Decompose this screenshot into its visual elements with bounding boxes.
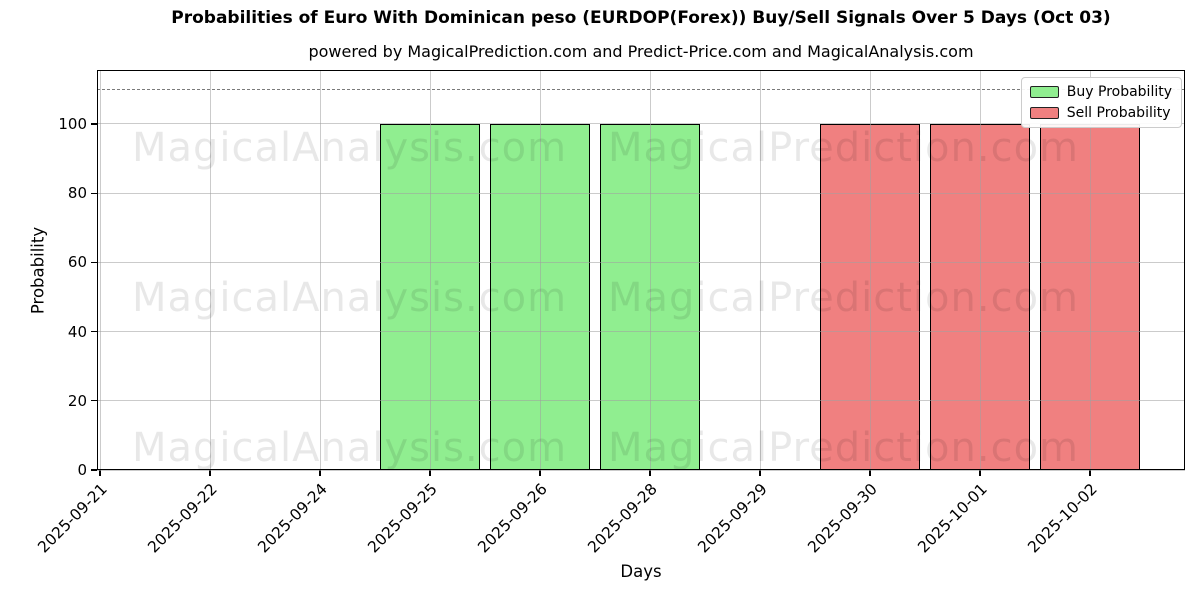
legend: Buy Probability Sell Probability <box>1020 77 1182 128</box>
gridline-x-2025-09-28 <box>649 70 651 470</box>
x-tick-mark-2025-10-01 <box>979 470 981 476</box>
x-tick-label-2025-09-24: 2025-09-24 <box>254 480 331 557</box>
gridline-y-60 <box>97 261 1185 263</box>
watermark-text: MagicalAnalysis.com <box>132 425 568 471</box>
gridline-x-2025-09-29 <box>759 70 761 470</box>
y-tick-label-20: 20 <box>67 391 87 410</box>
x-tick-label-2025-09-21: 2025-09-21 <box>34 480 111 557</box>
legend-item-sell: Sell Probability <box>1029 105 1172 121</box>
legend-label-sell: Sell Probability <box>1066 105 1171 121</box>
watermark-text: MagicalPrediction.com <box>608 425 1079 471</box>
y-tick-mark-80 <box>91 192 97 194</box>
y-tick-label-60: 60 <box>67 253 87 272</box>
gridline-x-2025-09-22 <box>209 70 211 470</box>
x-tick-label-2025-09-29: 2025-09-29 <box>694 480 771 557</box>
gridline-y-0 <box>97 469 1185 471</box>
chart-subtitle: powered by MagicalPrediction.com and Pre… <box>308 42 974 61</box>
y-tick-mark-100 <box>91 123 97 125</box>
sell-probability-swatch <box>1029 107 1059 119</box>
y-tick-mark-40 <box>91 330 97 333</box>
x-tick-mark-2025-09-21 <box>99 470 101 476</box>
x-tick-mark-2025-09-30 <box>869 470 871 476</box>
gridline-x-2025-10-01 <box>979 70 981 470</box>
buy-probability-swatch <box>1029 86 1059 98</box>
x-axis-label: Days <box>620 562 662 581</box>
gridline-x-2025-09-30 <box>869 70 871 470</box>
x-tick-label-2025-09-30: 2025-09-30 <box>804 480 881 557</box>
x-tick-mark-2025-09-29 <box>759 470 761 476</box>
x-tick-label-2025-09-26: 2025-09-26 <box>474 480 551 557</box>
gridline-x-2025-09-21 <box>99 70 101 470</box>
x-tick-mark-2025-09-25 <box>429 470 431 476</box>
legend-item-buy: Buy Probability <box>1029 84 1172 100</box>
y-tick-label-0: 0 <box>77 461 87 479</box>
legend-label-buy: Buy Probability <box>1066 84 1172 100</box>
watermark-text: MagicalPrediction.com <box>608 275 1079 321</box>
y-tick-mark-60 <box>91 261 97 264</box>
x-tick-mark-2025-09-26 <box>539 470 541 476</box>
gridline-x-2025-10-02 <box>1089 70 1091 470</box>
gridline-y-20 <box>97 400 1185 402</box>
gridline-y-40 <box>97 331 1185 333</box>
x-tick-mark-2025-09-28 <box>649 470 651 476</box>
x-tick-mark-2025-10-02 <box>1089 470 1091 476</box>
y-tick-mark-0 <box>91 469 97 471</box>
grid-layer <box>97 70 1185 471</box>
y-tick-label-100: 100 <box>58 114 87 133</box>
gridline-y-100 <box>97 123 1185 125</box>
chart-title: Probabilities of Euro With Dominican pes… <box>171 8 1111 28</box>
watermark-text: MagicalAnalysis.com <box>132 275 568 321</box>
gridline-x-2025-09-25 <box>429 70 431 470</box>
threshold-dashed-line <box>97 88 1185 90</box>
x-tick-mark-2025-09-22 <box>209 470 211 476</box>
y-tick-label-40: 40 <box>67 322 87 341</box>
gridline-x-2025-09-26 <box>539 70 541 470</box>
gridline-x-2025-09-24 <box>319 70 321 470</box>
x-tick-label-2025-09-28: 2025-09-28 <box>584 480 661 557</box>
watermark-text: MagicalPrediction.com <box>608 125 1079 171</box>
plot-area: MagicalAnalysis.com MagicalPrediction.com… <box>97 70 1185 471</box>
gridline-y-80 <box>97 192 1185 194</box>
watermark-layer: MagicalAnalysis.com MagicalPrediction.com… <box>97 70 1185 470</box>
x-tick-label-2025-10-02: 2025-10-02 <box>1024 480 1101 557</box>
x-tick-label-2025-09-22: 2025-09-22 <box>144 480 221 557</box>
y-tick-label-80: 80 <box>67 184 87 203</box>
watermark-text: MagicalAnalysis.com <box>132 125 568 171</box>
y-tick-mark-20 <box>91 400 97 402</box>
x-tick-label-2025-09-25: 2025-09-25 <box>364 480 441 557</box>
x-tick-mark-2025-09-24 <box>319 470 321 476</box>
x-tick-label-2025-10-01: 2025-10-01 <box>914 480 991 557</box>
